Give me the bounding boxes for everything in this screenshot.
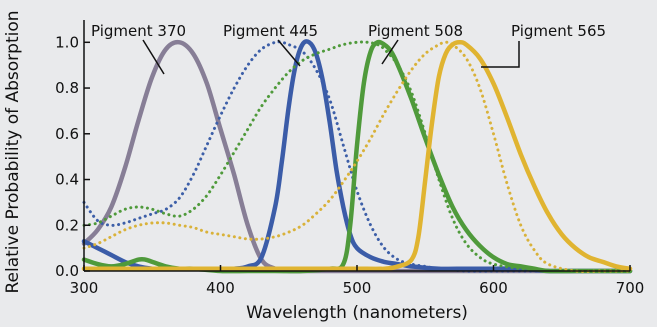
series-line-6 (81, 40, 633, 272)
pigment-370-label: Pigment 370 (91, 22, 186, 40)
x-tick-label: 400 (206, 279, 235, 297)
x-tick-label: 600 (479, 279, 508, 297)
x-tick-label: 500 (343, 279, 372, 297)
y-tick-label: 1.0 (55, 33, 79, 51)
y-tick-label: 0.0 (55, 262, 79, 280)
x-ticks-group: 300 400 500 600 700 (70, 265, 645, 297)
x-tick-label: 700 (616, 279, 645, 297)
pigment-565-leader (481, 41, 520, 68)
y-ticks-group: 0.0 0.2 0.4 0.6 0.8 1.0 (55, 33, 90, 280)
pigment-508-label: Pigment 508 (368, 22, 463, 40)
y-axis-title: Relative Probability of Absorption (3, 10, 23, 293)
y-tick-label: 0.4 (55, 171, 79, 189)
pigment-445-label: Pigment 445 (223, 22, 318, 40)
y-tick-label: 0.8 (55, 79, 79, 97)
y-tick-label: 0.2 (55, 216, 79, 234)
pigment-565-label: Pigment 565 (511, 22, 606, 40)
x-axis-title: Wavelength (nanometers) (246, 303, 468, 323)
pigment-508-leader (381, 39, 399, 65)
y-tick-label: 0.6 (55, 125, 79, 143)
series-line-5 (82, 40, 632, 273)
pigment-370-leader (142, 39, 165, 75)
series-line-3 (82, 40, 632, 273)
series-line-4 (81, 39, 633, 274)
x-tick-label: 300 (70, 279, 99, 297)
pigment-445-leader (277, 39, 301, 67)
